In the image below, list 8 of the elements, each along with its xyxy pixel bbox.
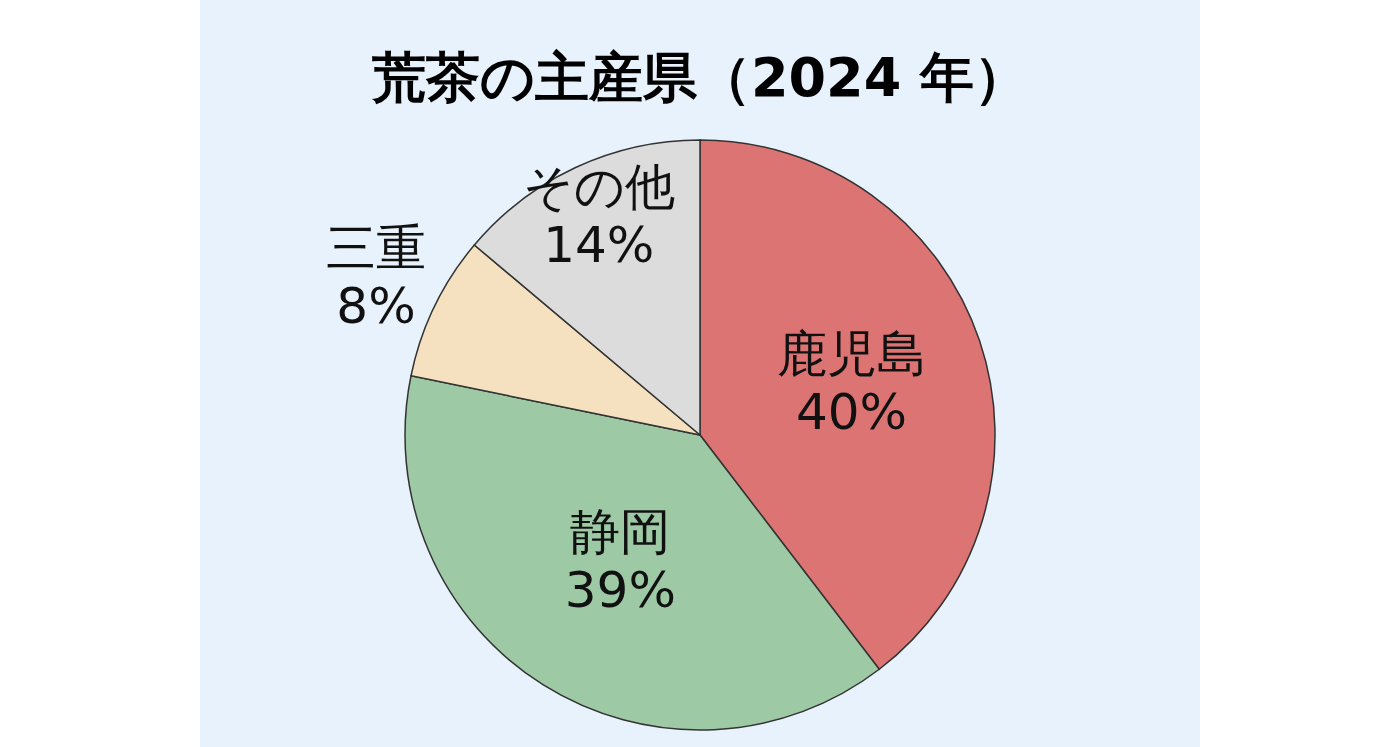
slice-label: 鹿児島 — [776, 324, 927, 383]
data-label: 39% — [564, 561, 676, 620]
data-label: 14% — [543, 216, 655, 275]
data-label: 8% — [336, 277, 416, 336]
slice-label: 静岡 — [570, 503, 671, 562]
chart-title: 荒茶の主産県（2024 年） — [370, 46, 1029, 109]
slice-label: 三重 — [326, 219, 426, 278]
data-label: 40% — [795, 382, 908, 441]
